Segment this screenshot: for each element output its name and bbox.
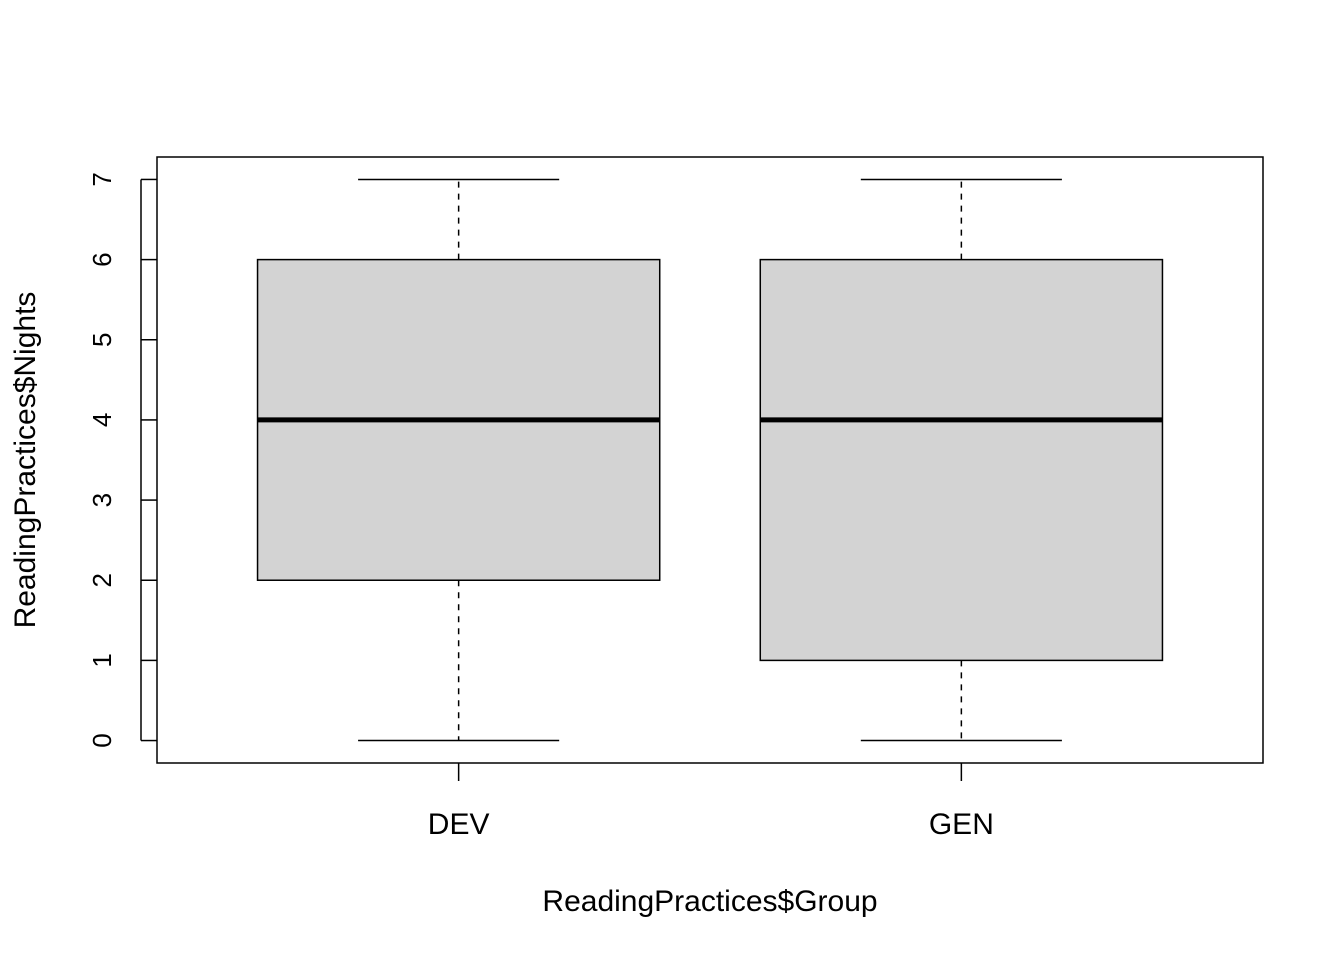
y-axis-label: ReadingPractices$Nights xyxy=(9,292,42,629)
y-tick-label: 3 xyxy=(87,493,117,507)
boxes-group xyxy=(256,178,1164,742)
y-tick-label: 4 xyxy=(87,413,117,427)
x-axis-label: ReadingPractices$Group xyxy=(542,885,877,918)
y-tick-label: 5 xyxy=(87,333,117,347)
y-axis: 0 1 2 3 4 5 6 7 xyxy=(87,172,157,748)
y-tick-label: 2 xyxy=(87,573,117,587)
x-axis: DEV GEN xyxy=(428,763,994,841)
y-tick-label: 1 xyxy=(87,653,117,667)
y-tick-label: 0 xyxy=(87,733,117,747)
x-tick-label-dev: DEV xyxy=(428,808,490,841)
y-tick-label: 6 xyxy=(87,252,117,266)
plot-frame xyxy=(156,156,1264,764)
y-tick-label: 7 xyxy=(87,172,117,186)
box-gen xyxy=(759,258,1164,662)
x-tick-label-gen: GEN xyxy=(929,808,994,841)
